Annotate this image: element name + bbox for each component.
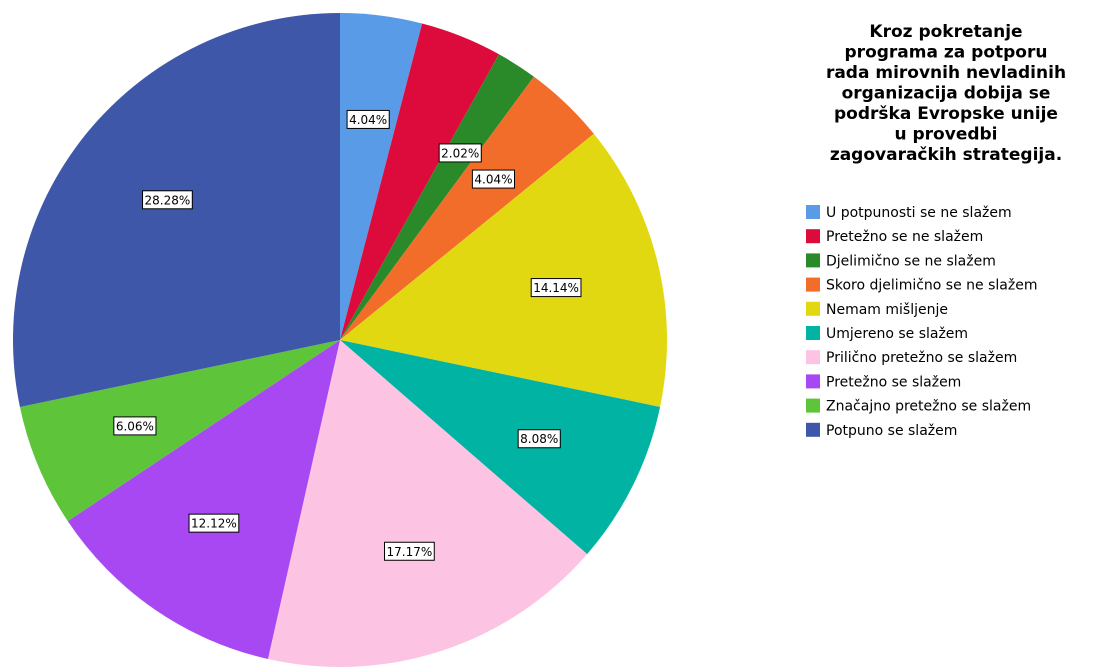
data-label: 28.28% bbox=[145, 193, 191, 207]
label-box bbox=[142, 190, 193, 210]
pie-slice bbox=[67, 340, 340, 659]
legend-title: rada mirovnih nevladinih bbox=[826, 63, 1066, 83]
pie-slice bbox=[340, 23, 499, 340]
data-label: 17.17% bbox=[387, 545, 433, 559]
label-box bbox=[471, 169, 516, 189]
legend-label: Djelimično se ne slažem bbox=[826, 253, 996, 269]
data-label: 2.02% bbox=[441, 146, 479, 160]
legend-swatch bbox=[806, 374, 820, 389]
pie-slice bbox=[340, 340, 661, 555]
legend-swatch bbox=[806, 326, 820, 340]
label-box bbox=[346, 109, 390, 129]
legend-title: programa za potporu bbox=[845, 43, 1048, 63]
legend-swatch bbox=[806, 301, 820, 316]
pie-slice bbox=[340, 133, 668, 407]
legend-label: Značajno pretežno se slažem bbox=[826, 399, 1031, 415]
legend-title: u provedbi bbox=[894, 125, 997, 145]
pie-slice bbox=[13, 13, 341, 407]
legend-swatch bbox=[806, 422, 820, 437]
legend-title: Kroz pokretanje bbox=[869, 22, 1022, 42]
legend-label: Potpuno se slažem bbox=[826, 423, 957, 439]
legend-label: U potpunosti se ne slažem bbox=[826, 205, 1012, 221]
label-box bbox=[113, 416, 157, 436]
data-label: 4.04% bbox=[474, 173, 512, 187]
label-box bbox=[517, 429, 561, 449]
data-label: 4.04% bbox=[349, 113, 387, 127]
legend-swatch bbox=[806, 277, 820, 292]
legend-label: Prilično pretežno se slažem bbox=[826, 350, 1017, 366]
legend-swatch bbox=[806, 253, 820, 268]
pie-slice bbox=[267, 340, 588, 668]
legend-label: Skoro djelimično se ne slažem bbox=[826, 278, 1037, 294]
data-label: 6.06% bbox=[116, 419, 154, 433]
data-label: 12.12% bbox=[191, 517, 237, 531]
legend-swatch bbox=[806, 229, 820, 244]
legend-label: Pretežno se slažem bbox=[826, 374, 961, 390]
label-box bbox=[438, 143, 482, 163]
legend-swatch bbox=[806, 398, 820, 413]
legend-label: Umjereno se slažem bbox=[826, 326, 968, 342]
label-box bbox=[384, 541, 435, 561]
label-box bbox=[188, 513, 240, 533]
pie-slice bbox=[19, 340, 340, 522]
data-label: 8.08% bbox=[520, 432, 558, 446]
legend-label: Nemam mišljenje bbox=[826, 302, 948, 318]
legend-title: zagovaračkih strategija. bbox=[830, 145, 1062, 165]
legend-label: Pretežno se ne slažem bbox=[826, 229, 983, 245]
data-label: 14.14% bbox=[533, 281, 579, 295]
pie-slice bbox=[340, 13, 423, 340]
pie-slice bbox=[340, 54, 534, 341]
legend-swatch bbox=[806, 350, 820, 365]
label-box bbox=[530, 278, 582, 298]
legend-title: podrška Evropske unije bbox=[834, 104, 1058, 124]
legend-title: organizacija dobija se bbox=[842, 84, 1051, 104]
pie-slice bbox=[340, 76, 594, 340]
legend-swatch bbox=[806, 205, 820, 219]
